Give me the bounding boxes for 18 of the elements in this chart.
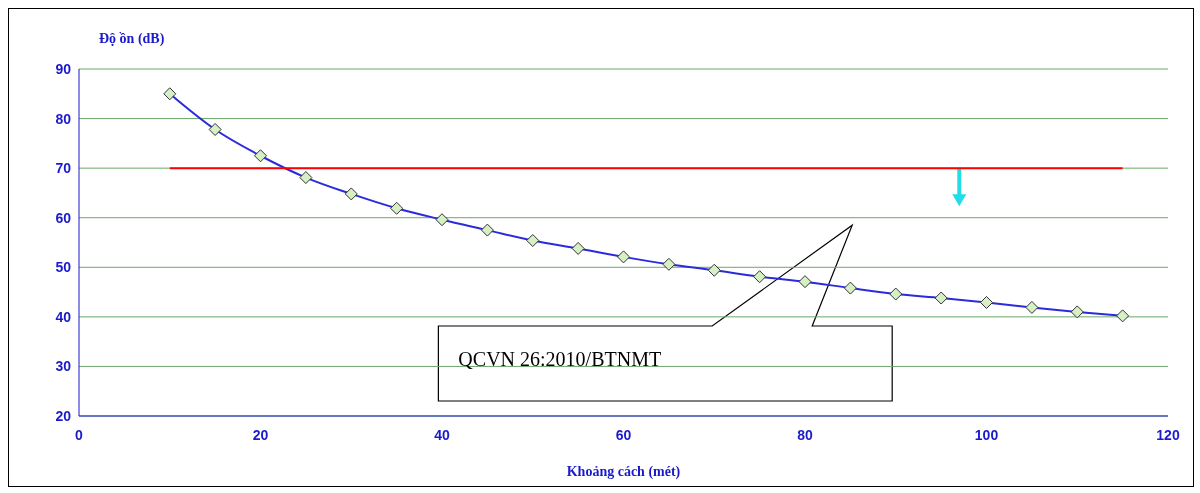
x-tick-label: 120 (1156, 426, 1180, 443)
x-tick-label: 60 (615, 426, 632, 443)
y-tick-label: 70 (55, 160, 72, 177)
x-tick-label: 40 (434, 426, 450, 443)
y-tick-label: 20 (55, 407, 72, 424)
x-axis-title: Khoảng cách (mét) (566, 464, 681, 480)
annotation: QCVN 26:2010/BTNMT (458, 348, 662, 371)
y-tick-label: 90 (55, 60, 72, 77)
x-tick-label: 20 (252, 426, 269, 443)
y-axis-title: Độ ồn (dB) (99, 31, 165, 47)
x-tick-label: 0 (75, 426, 84, 443)
y-tick-label: 30 (55, 358, 72, 375)
y-tick-label: 60 (55, 209, 72, 226)
x-tick-label: 80 (797, 426, 813, 443)
y-tick-label: 50 (55, 259, 72, 276)
y-tick-label: 80 (55, 110, 72, 127)
y-tick-label: 40 (55, 308, 72, 325)
x-tick-label: 100 (974, 426, 999, 443)
